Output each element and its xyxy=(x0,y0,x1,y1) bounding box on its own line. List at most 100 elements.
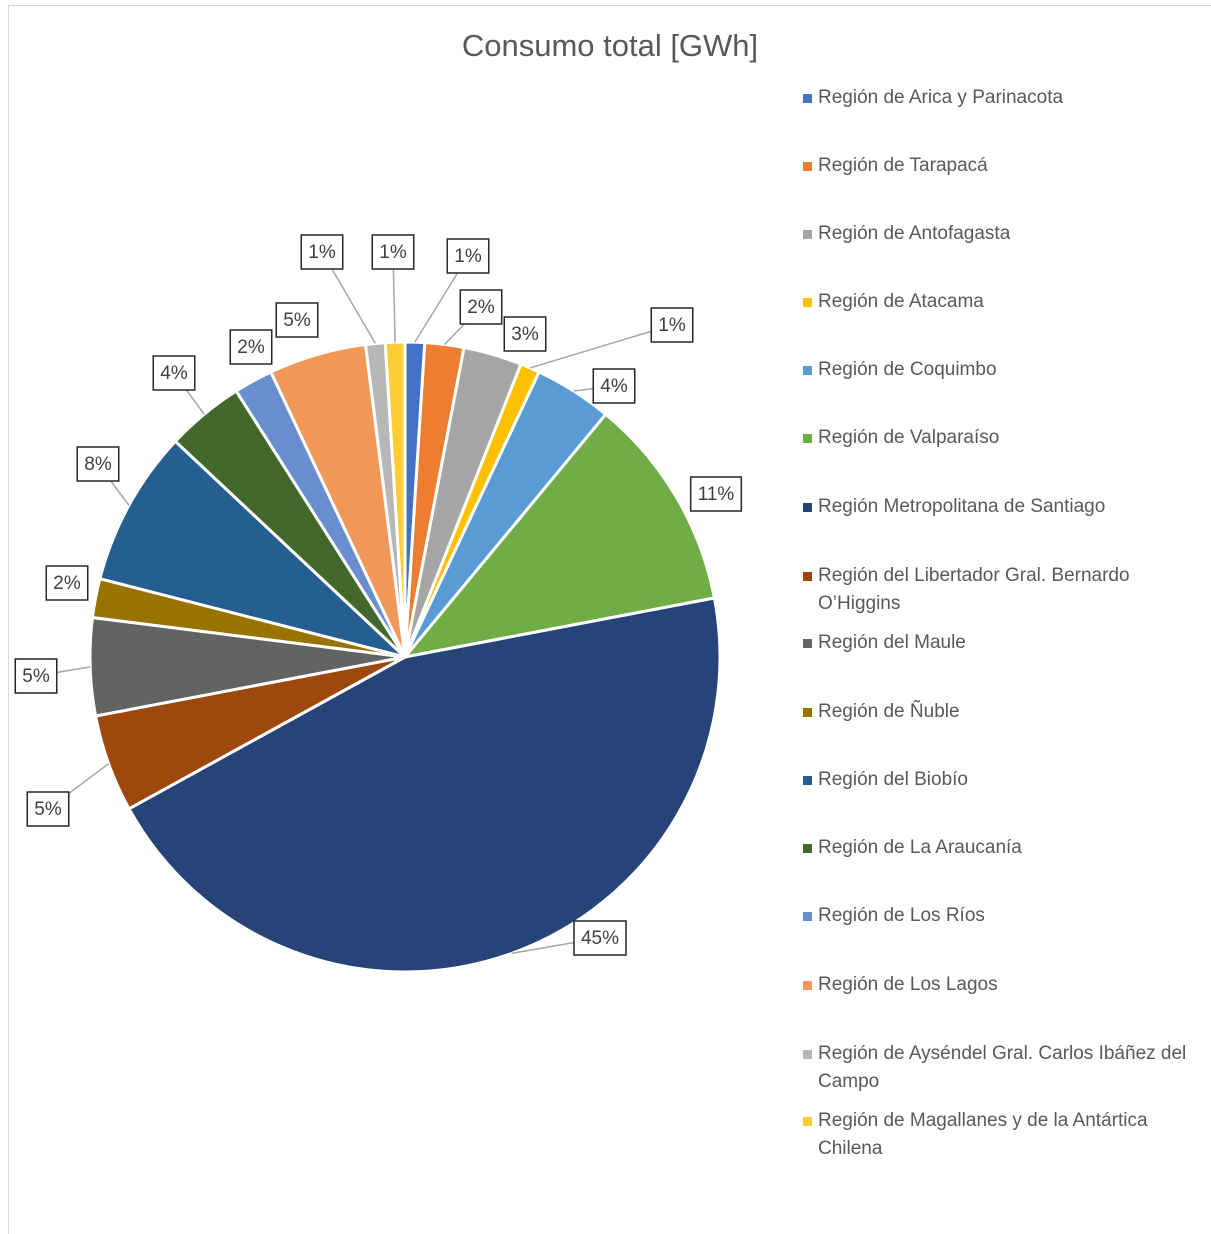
legend-item: Región de Antofagasta xyxy=(803,220,1203,248)
data-label: 2% xyxy=(45,565,89,601)
chart-title: Consumo total [GWh] xyxy=(462,28,758,63)
legend-label: Región Metropolitana de Santiago xyxy=(818,496,1106,517)
data-label: 5% xyxy=(14,658,58,694)
data-label-text: 2% xyxy=(237,337,265,358)
data-label-text: 11% xyxy=(698,484,735,505)
data-label-box xyxy=(459,289,503,325)
legend-swatch xyxy=(803,708,812,717)
data-label-box xyxy=(45,565,89,601)
legend-label: Región de Los Lagos xyxy=(818,974,998,995)
legend-item: Región de La Araucanía xyxy=(803,834,1203,862)
legend-item: Región de Valparaíso xyxy=(803,424,1203,452)
legend-swatch xyxy=(803,503,812,512)
data-label: 1% xyxy=(446,238,490,274)
legend-item: Región del Biobío xyxy=(803,766,1203,794)
data-label-box xyxy=(689,476,743,512)
legend-item: Región de Tarapacá xyxy=(803,152,1203,180)
chart-border xyxy=(8,5,1211,1234)
data-label: 1% xyxy=(650,307,694,343)
legend-label: Región de Valparaíso xyxy=(818,427,1000,448)
pie-slice xyxy=(401,412,717,660)
legend-swatch xyxy=(803,94,812,103)
data-label: 4% xyxy=(592,368,636,404)
legend-label: Región de Arica y Parinacota xyxy=(818,87,1064,108)
data-label-box xyxy=(592,368,636,404)
data-label-box xyxy=(573,920,627,956)
legend-item: Región de Coquimbo xyxy=(803,356,1203,384)
legend-label: Región del Biobío xyxy=(818,769,968,790)
legend-label: Región del Maule xyxy=(818,632,966,653)
legend-swatch xyxy=(803,366,812,375)
data-label-box xyxy=(275,302,319,338)
legend-item: Región de Los Lagos xyxy=(803,971,1203,999)
legend-label: Región de Coquimbo xyxy=(818,359,997,380)
data-label-box xyxy=(650,307,694,343)
legend-item: Región de Aysén­del Gral. Carlos Ibáñez … xyxy=(803,1040,1203,1096)
data-label: 1% xyxy=(300,234,344,270)
data-label-box xyxy=(229,329,273,365)
pie-slice xyxy=(383,340,407,658)
legend-label: Región de Atacama xyxy=(818,291,984,312)
data-label-box xyxy=(26,791,70,827)
data-label-box xyxy=(300,234,344,270)
data-label: 2% xyxy=(229,329,273,365)
legend-swatch xyxy=(803,298,812,307)
legend-label: Región de Magallanes y de la Antártica C… xyxy=(818,1110,1148,1159)
data-label-text: 2% xyxy=(53,573,81,594)
data-label-text: 3% xyxy=(511,324,539,345)
data-label-box xyxy=(76,446,120,482)
legend-item: Región del Libertador Gral. Bernardo O’H… xyxy=(803,562,1203,618)
data-label-box xyxy=(14,658,58,694)
pie-slice xyxy=(126,596,722,974)
legend-swatch xyxy=(803,912,812,921)
data-label: 5% xyxy=(275,302,319,338)
data-label-text: 1% xyxy=(379,242,407,263)
data-label-text: 1% xyxy=(658,315,686,336)
data-label-text: 1% xyxy=(454,246,482,267)
leader-line xyxy=(529,324,673,369)
data-label-text: 8% xyxy=(84,454,112,475)
data-label: 2% xyxy=(459,289,503,325)
data-label: 1% xyxy=(371,234,415,270)
data-label: 3% xyxy=(503,316,547,352)
legend-swatch xyxy=(803,844,812,853)
data-label-box xyxy=(371,234,415,270)
legend-swatch xyxy=(803,572,812,581)
legend-label: Región de La Araucanía xyxy=(818,837,1022,858)
legend-swatch xyxy=(803,434,812,443)
data-label-box xyxy=(503,316,547,352)
legend-swatch xyxy=(803,162,812,171)
legend-item: Región de Arica y Parinacota xyxy=(803,84,1203,112)
legend-swatch xyxy=(803,639,812,648)
data-label-text: 4% xyxy=(160,363,188,384)
data-label-text: 5% xyxy=(22,666,50,687)
legend-label: Región de Tarapacá xyxy=(818,155,988,176)
legend-label: Región del Libertador Gral. Bernardo O’H… xyxy=(818,565,1130,614)
data-label-box xyxy=(152,355,196,391)
legend-swatch xyxy=(803,776,812,785)
legend-swatch xyxy=(803,1117,812,1126)
data-label: 4% xyxy=(152,355,196,391)
data-label-text: 5% xyxy=(34,799,62,820)
data-label-text: 45% xyxy=(581,928,619,949)
legend-swatch xyxy=(803,1050,812,1059)
legend-item: Región de Los Ríos xyxy=(803,902,1203,930)
legend-label: Región de Ñuble xyxy=(818,701,960,722)
data-label: 45% xyxy=(573,920,627,956)
legend-item: Región de Atacama xyxy=(803,288,1203,316)
data-label: 8% xyxy=(76,446,120,482)
legend-label: Región de Antofagasta xyxy=(818,223,1011,244)
data-label: 11% xyxy=(689,476,743,512)
legend-item: Región de Magallanes y de la Antártica C… xyxy=(803,1107,1203,1163)
legend-item: Región de Ñuble xyxy=(803,698,1203,726)
data-label-text: 1% xyxy=(308,242,336,263)
legend-label: Región de Los Ríos xyxy=(818,905,985,926)
legend-label: Región de Aysén­del Gral. Carlos Ibáñez … xyxy=(818,1043,1187,1092)
legend-swatch xyxy=(803,230,812,239)
legend-item: Región Metropolitana de Santiago xyxy=(803,493,1203,521)
data-label-text: 5% xyxy=(283,310,311,331)
pie-slice xyxy=(98,439,407,659)
legend-item: Región del Maule xyxy=(803,629,1203,657)
data-label-text: 2% xyxy=(467,297,495,318)
